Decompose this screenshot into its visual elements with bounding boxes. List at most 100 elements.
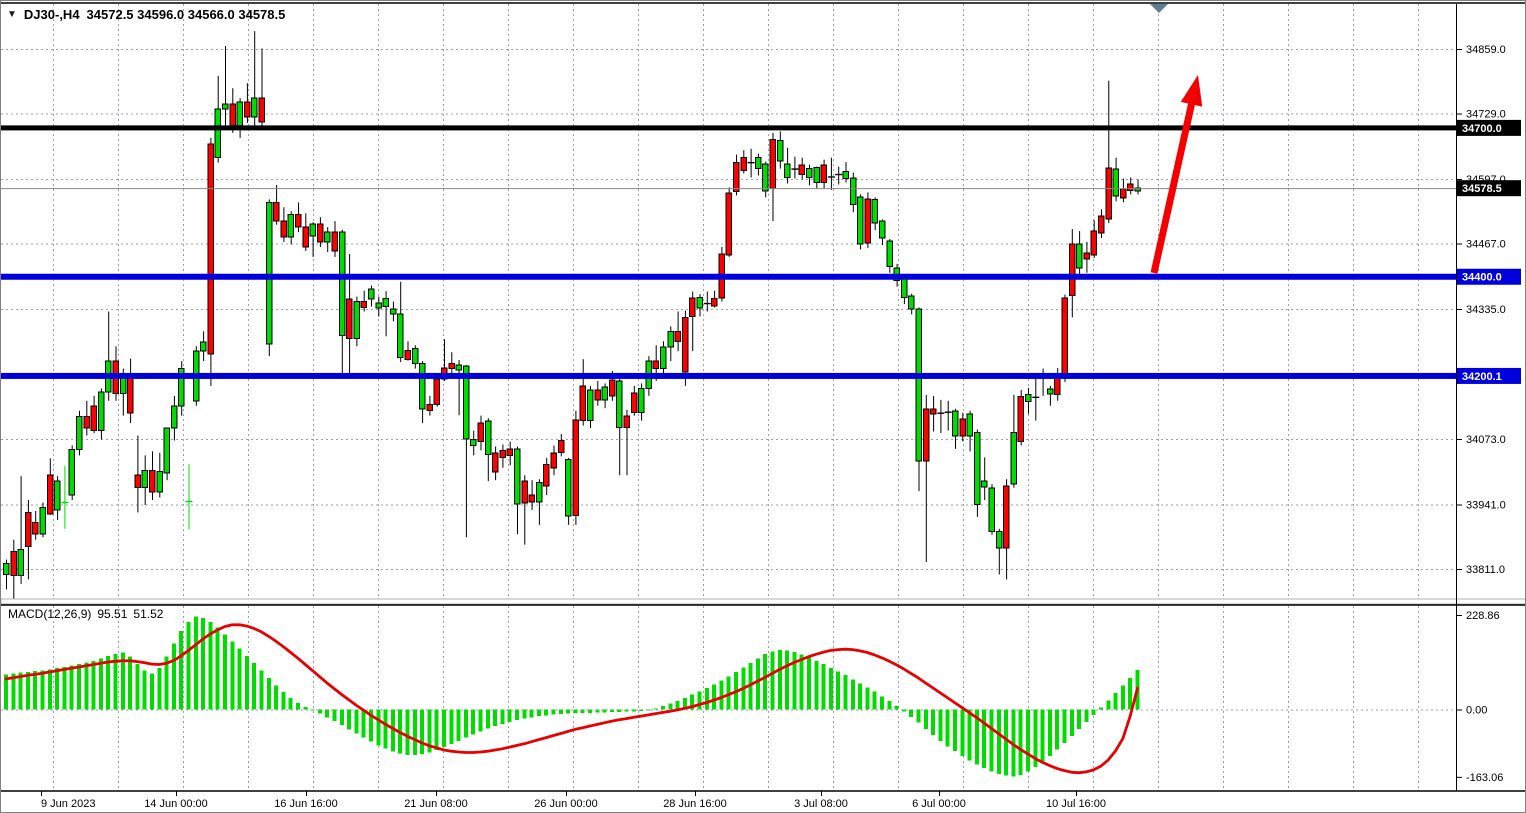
candle-down	[258, 97, 265, 123]
macd-histogram-bar	[266, 678, 271, 710]
time-axis[interactable]: 9 Jun 2023 14 Jun 00:00 16 Jun 16:00 21 Jun…	[41, 791, 1106, 810]
candle-up	[484, 420, 492, 455]
candle-down	[1090, 230, 1098, 256]
macd-tick-label: 228.86	[1466, 610, 1500, 622]
time-tick-label: 3 Jul 08:00	[794, 798, 848, 810]
macd-histogram-bar	[887, 701, 892, 710]
macd-histogram-bar	[303, 707, 308, 710]
macd-histogram-bar	[47, 669, 52, 710]
candle-up	[784, 163, 791, 179]
macd-histogram-bar	[420, 709, 425, 755]
macd-histogram-bar	[1106, 700, 1111, 710]
resistance-line[interactable]	[1, 125, 1456, 131]
price-badge	[1457, 119, 1521, 136]
macd-histogram-bar	[33, 671, 38, 710]
candle-up	[265, 201, 273, 345]
time-tick-label: 21 Jun 08:00	[404, 798, 468, 810]
macd-histogram-bar	[661, 706, 665, 710]
macd-histogram-bar	[843, 675, 848, 710]
arrow-head[interactable]	[1180, 75, 1203, 107]
candle-up	[1010, 432, 1017, 485]
candle-down	[90, 405, 98, 432]
candle-down	[930, 408, 937, 415]
candle-down	[521, 480, 528, 504]
candle-up	[900, 277, 908, 299]
macd-histogram-bar	[128, 656, 133, 710]
macd-histogram-bar	[522, 709, 527, 719]
candle-up	[667, 330, 674, 348]
macd-histogram-bar	[193, 616, 198, 710]
macd-histogram-bar	[989, 709, 994, 772]
macd-axis[interactable]: 228.86 0.00 -163.06	[1456, 610, 1503, 784]
price-tick-label: 33941.0	[1466, 499, 1506, 511]
macd-histogram-bar	[923, 709, 928, 729]
price-axis[interactable]: 34859.034729.034597.034467.034335.034073…	[1456, 44, 1521, 576]
macd-histogram-bar	[4, 674, 8, 710]
candle-down	[681, 316, 689, 373]
macd-histogram-bar	[668, 703, 673, 710]
candle-up	[857, 196, 864, 245]
candle-up	[696, 297, 703, 309]
candle-up	[871, 198, 879, 224]
price-badge-label: 34200.1	[1462, 371, 1502, 383]
macd-histogram-bar	[1026, 709, 1030, 772]
macd-histogram-bar	[1120, 685, 1125, 710]
candle-down	[798, 164, 806, 176]
candle-down	[46, 474, 54, 515]
chart-title: ▼ DJ30-,H4 34572.5 34596.0 34566.0 34578…	[7, 7, 285, 22]
macd-histogram-bar	[449, 709, 454, 745]
support-line[interactable]	[1, 372, 1456, 379]
macd-histogram-bar	[171, 643, 176, 710]
candle-series	[3, 31, 1141, 600]
macd-histogram-bar	[1033, 709, 1038, 767]
macd-histogram-bar	[157, 668, 162, 710]
candle-down	[630, 392, 638, 414]
candle-up	[776, 139, 784, 162]
macd-histogram-bar	[675, 700, 680, 710]
macd-name: MACD(12,26,9)	[8, 607, 92, 621]
macd-histogram-bar	[529, 709, 534, 718]
macd-histogram-bar	[880, 696, 884, 710]
macd-histogram-bar	[485, 709, 490, 729]
macd-histogram-bar	[726, 676, 731, 710]
candle-down	[689, 297, 696, 317]
candle-up	[214, 108, 222, 159]
event-marker-icon[interactable]	[1150, 4, 1168, 13]
candle-up	[338, 231, 346, 336]
macd-histogram-bar	[310, 709, 315, 711]
candle-up	[236, 101, 244, 126]
macd-histogram-bar	[77, 664, 81, 710]
candle-down	[557, 439, 565, 453]
panel-splitter[interactable]	[1, 598, 1526, 605]
macd-histogram-bar	[931, 709, 936, 736]
candle-down	[426, 403, 433, 412]
macd-histogram-bar	[369, 709, 373, 742]
candle-up	[886, 240, 893, 267]
price-tick-label: 34467.0	[1466, 239, 1506, 251]
macd-histogram-bar	[1091, 709, 1096, 715]
trend-arrow[interactable]	[1150, 75, 1203, 274]
macd-histogram-bar	[281, 692, 286, 710]
candle-down	[10, 551, 17, 576]
candle-down	[280, 220, 287, 238]
macd-histogram-bar	[471, 709, 476, 735]
candle-up	[908, 295, 915, 310]
support-line[interactable]	[1, 273, 1456, 280]
candle-up	[287, 214, 295, 238]
macd-histogram-bar	[500, 709, 505, 724]
grid-lines	[1, 4, 1456, 790]
candle-up	[462, 365, 470, 440]
candle-up	[17, 549, 25, 576]
macd-histogram-bar	[142, 670, 147, 710]
macd-histogram-bar	[1077, 709, 1082, 729]
candle-down	[864, 198, 871, 244]
candle-down	[725, 192, 733, 256]
arrow-shaft[interactable]	[1150, 97, 1197, 274]
macd-histogram-bar	[135, 664, 140, 710]
candle-up	[97, 391, 105, 432]
macd-histogram-bar	[996, 709, 1001, 774]
candle-down	[24, 511, 32, 548]
macd-histogram-bar	[230, 641, 235, 710]
macd-histogram-bar	[515, 709, 519, 721]
